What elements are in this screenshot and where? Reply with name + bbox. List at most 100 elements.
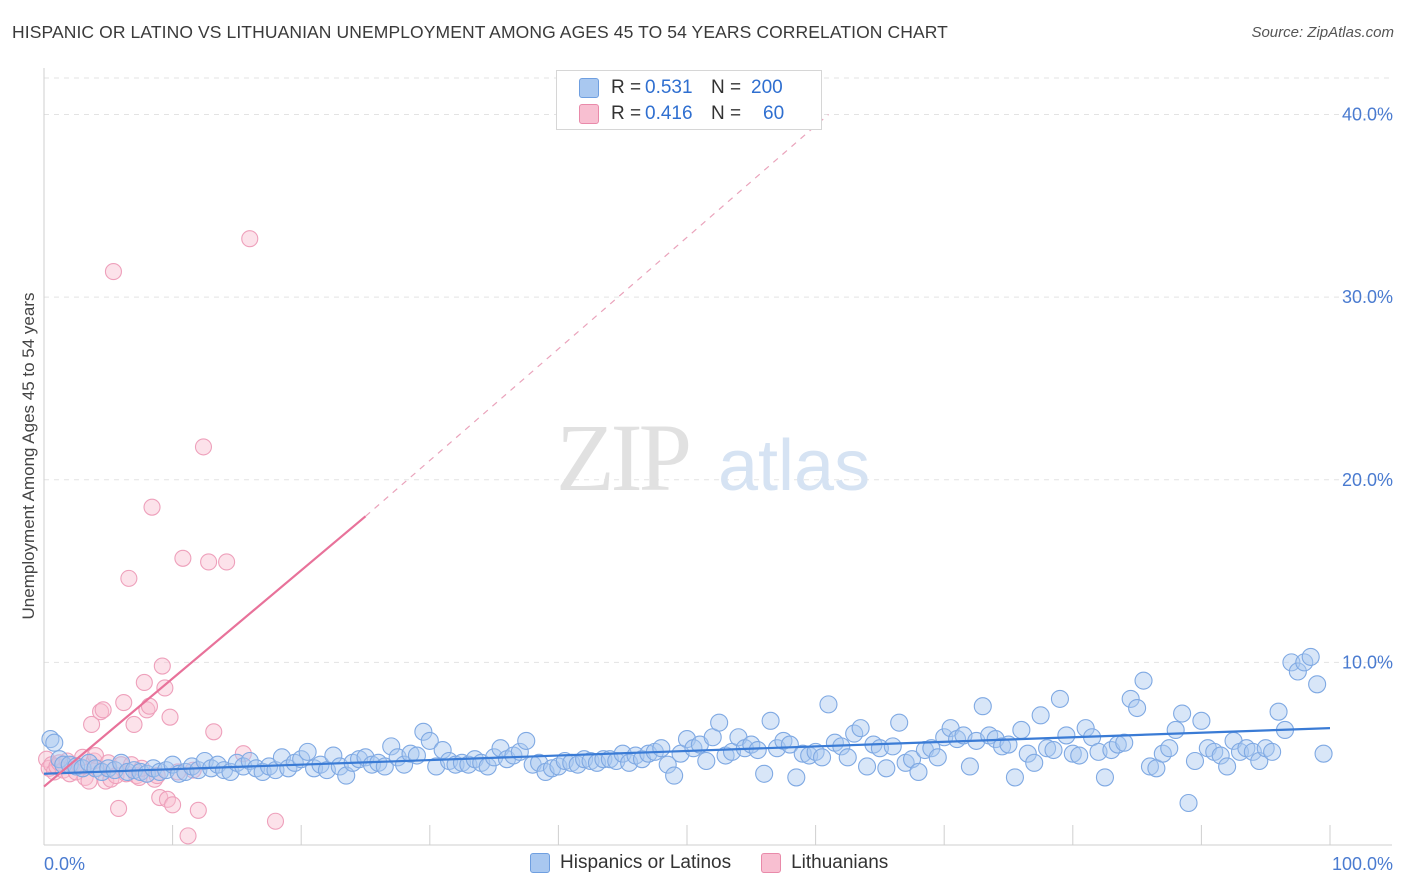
series-legend: Hispanics or Latinos Lithuanians: [530, 852, 918, 874]
hispanic-point: [1121, 689, 1140, 708]
hispanic-point: [517, 731, 536, 750]
n-label: N =: [711, 77, 742, 98]
hispanics-trend-line: [43, 727, 1331, 775]
legend-swatch-blue: [579, 78, 599, 98]
hispanic-point: [298, 742, 317, 761]
hispanic-point: [755, 764, 774, 783]
r-value: 0.531: [645, 77, 693, 98]
watermark: ZIP atlas: [556, 404, 870, 511]
hispanic-point: [382, 737, 401, 756]
hispanic-point: [1057, 726, 1076, 745]
hispanic-point: [748, 740, 767, 760]
x-tick-label: 0.0%: [44, 854, 85, 874]
lithuanian-point: [86, 746, 104, 765]
hispanic-point: [838, 748, 857, 767]
hispanic-point: [1301, 647, 1320, 666]
hispanic-point: [877, 759, 896, 778]
hispanic-point: [1115, 733, 1134, 752]
hispanic-point: [658, 755, 677, 774]
legend-row-hispanics: R = 0.531 N = 200: [579, 76, 783, 100]
hispanic-point: [761, 711, 780, 730]
hispanic-point: [780, 735, 799, 754]
lithuanian-point: [174, 549, 192, 567]
hispanic-point: [851, 719, 870, 738]
hispanic-point: [401, 744, 420, 763]
lithuanian-point: [92, 703, 110, 721]
hispanic-point: [652, 739, 671, 758]
r-label: R =: [611, 77, 642, 98]
hispanic-point: [420, 731, 439, 750]
lithuanian-point: [189, 801, 207, 819]
y-tick-label: 30.0%: [1342, 287, 1393, 307]
lithuanian-point: [120, 569, 138, 587]
y-tick-label: 40.0%: [1342, 105, 1393, 125]
lithuanian-point: [140, 697, 159, 715]
lithuanian-point: [83, 715, 101, 734]
y-axis-label: Unemployment Among Ages 45 to 54 years: [19, 293, 38, 620]
hispanic-point: [665, 766, 684, 785]
hispanic-point: [1050, 689, 1069, 708]
hispanic-point: [1095, 768, 1114, 787]
watermark-atlas: atlas: [718, 426, 870, 506]
hispanic-point: [1005, 768, 1024, 787]
lithuanian-point: [161, 708, 179, 726]
hispanic-point: [414, 722, 433, 741]
hispanic-point: [973, 697, 992, 716]
lithuanian-point: [234, 745, 252, 763]
legend-row-lithuanians: R = 0.416 N = 60: [579, 102, 784, 126]
r-label: R =: [611, 103, 642, 124]
axes: [43, 68, 1392, 846]
lithuanian-point: [164, 796, 182, 814]
lithuanian-point: [153, 657, 171, 675]
lithuanian-point: [156, 679, 174, 697]
hispanic-point: [787, 768, 806, 787]
lithuanian-point: [200, 553, 218, 571]
watermark-zip: ZIP: [556, 404, 689, 511]
hispanic-point: [819, 695, 838, 714]
hispanic-point: [1038, 739, 1057, 758]
hispanic-point: [1314, 744, 1333, 763]
hispanic-point: [1031, 706, 1050, 725]
hispanic-point: [928, 748, 947, 767]
r-value: 0.416: [645, 103, 693, 124]
hispanic-point: [1134, 671, 1153, 690]
n-value: 60: [763, 103, 785, 124]
legend-label: Lithuanians: [791, 852, 889, 873]
lithuanian-point: [241, 230, 259, 248]
hispanic-point: [1160, 739, 1179, 758]
legend-swatch-pink: [761, 853, 782, 873]
y-tick-labels: 10.0% 20.0% 30.0% 40.0%: [1342, 105, 1393, 673]
hispanic-point: [1070, 746, 1089, 765]
hispanic-point: [1179, 793, 1198, 813]
lithuanians-trend-line: [43, 515, 367, 788]
hispanic-point: [1140, 757, 1160, 776]
legend-item-hispanics[interactable]: Hispanics or Latinos: [530, 852, 731, 874]
legend-item-lithuanians[interactable]: Lithuanians: [761, 852, 888, 874]
hispanic-point: [1192, 711, 1211, 730]
hispanic-point: [1288, 662, 1307, 681]
lithuanian-point: [115, 694, 133, 712]
hispanic-point: [960, 757, 979, 776]
lithuanian-point: [104, 263, 122, 281]
hispanic-point: [812, 748, 832, 767]
lithuanian-point: [218, 553, 236, 571]
hispanic-point: [1308, 675, 1327, 694]
lithuanian-point: [135, 673, 153, 692]
hispanic-point: [1263, 742, 1282, 761]
hispanic-point: [1185, 751, 1205, 771]
hispanic-point: [45, 733, 64, 752]
lithuanian-point: [179, 827, 197, 845]
hispanics-points: [41, 647, 1333, 813]
legend-swatch-blue: [530, 853, 550, 873]
legend-swatch-pink: [579, 104, 599, 124]
hispanic-point: [1063, 744, 1082, 763]
lithuanian-point: [110, 799, 128, 818]
lithuanian-point: [125, 715, 143, 734]
chart-title: HISPANIC OR LATINO VS LITHUANIAN UNEMPLO…: [12, 22, 948, 42]
hispanic-point: [1012, 720, 1031, 740]
hispanic-point: [890, 713, 909, 732]
hispanic-point: [857, 757, 877, 776]
hispanic-point: [1025, 753, 1044, 772]
hispanic-point: [1211, 746, 1230, 765]
